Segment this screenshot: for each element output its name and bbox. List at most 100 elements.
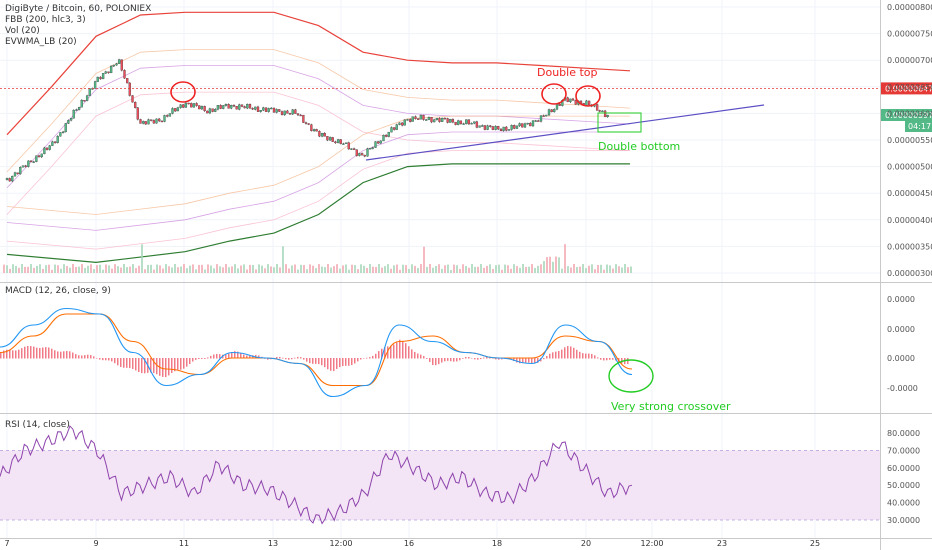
candle-body	[72, 109, 75, 119]
candle-body	[406, 119, 409, 121]
volume-bar	[27, 266, 29, 273]
volume-bar	[93, 269, 95, 273]
volume-bar	[123, 264, 125, 273]
candle-body	[251, 108, 254, 110]
level-price-text: 0.00000647	[885, 84, 932, 93]
macd-histogram-bar	[465, 356, 467, 359]
candle-body	[379, 140, 382, 144]
macd-histogram-bar	[156, 358, 158, 375]
macd-histogram-bar	[447, 358, 449, 361]
candle-body	[171, 108, 174, 114]
volume-bar	[576, 267, 578, 273]
x-tick-label: 23	[717, 539, 727, 548]
candle-body	[53, 141, 57, 143]
volume-bar	[414, 265, 416, 273]
macd-histogram-bar	[363, 357, 365, 359]
candle-body	[371, 147, 374, 149]
candle-body	[246, 104, 249, 109]
volume-bar	[78, 266, 80, 273]
macd-histogram-bar	[528, 358, 530, 363]
macd-histogram-bar	[588, 353, 590, 359]
volume-bar	[453, 264, 455, 273]
candle-body	[214, 109, 217, 112]
macd-histogram-bar	[201, 358, 203, 359]
macd-histogram-bar	[450, 358, 452, 362]
candle-body	[190, 103, 193, 108]
volume-bar	[486, 265, 488, 273]
macd-histogram-bar	[132, 358, 134, 369]
macd-histogram-bar	[372, 355, 374, 359]
macd-histogram-bar	[549, 353, 551, 359]
volume-bar	[447, 264, 449, 273]
macd-histogram-bar	[426, 358, 428, 359]
macd-histogram-bar	[57, 351, 59, 359]
macd-histogram-bar	[60, 351, 62, 359]
macd-histogram-bar	[360, 358, 362, 360]
x-tick-label: 13	[268, 539, 278, 548]
volume-bar	[525, 266, 527, 273]
macd-histogram-bar	[24, 346, 26, 359]
volume-bar	[246, 269, 248, 273]
candle-body	[43, 147, 46, 155]
volume-bar	[327, 264, 329, 273]
candle-body	[342, 143, 345, 145]
volume-bar	[534, 267, 536, 273]
volume-bar	[267, 264, 269, 273]
macd-histogram-bar	[135, 358, 137, 371]
volume-bar	[561, 268, 563, 273]
price-tick-label: 0.00000700	[887, 56, 932, 65]
double-bottom-label: Double bottom	[598, 140, 680, 153]
macd-histogram-bar	[177, 358, 179, 371]
volume-bar	[510, 268, 512, 273]
macd-histogram-bar	[69, 351, 71, 359]
candle-body	[569, 98, 572, 103]
volume-bar	[558, 257, 560, 273]
volume-bar	[282, 246, 284, 273]
candle-body	[147, 119, 150, 125]
volume-bar	[270, 266, 272, 273]
volume-bar	[57, 265, 59, 273]
volume-bar	[252, 264, 254, 273]
volume-bar	[492, 268, 494, 273]
candle-body	[45, 147, 49, 150]
macd-histogram-bar	[345, 358, 347, 366]
candle-body	[35, 155, 38, 162]
candle-body	[534, 120, 537, 122]
volume-bar	[162, 268, 164, 273]
macd-histogram-bar	[93, 356, 95, 359]
volume-bar	[201, 264, 203, 273]
candle-body	[571, 98, 575, 101]
volume-bar	[126, 267, 128, 273]
inner-band-line	[6, 150, 630, 250]
volume-bar	[174, 264, 176, 273]
volume-bar	[420, 264, 422, 273]
macd-histogram-bar	[246, 355, 248, 359]
macd-histogram-bar	[180, 358, 182, 370]
macd-histogram-bar	[138, 358, 140, 373]
candle-body	[601, 110, 604, 113]
macd-histogram-bar	[411, 349, 413, 359]
candle-body	[521, 123, 524, 128]
candle-body	[179, 104, 182, 108]
candle-body	[155, 118, 158, 124]
volume-bar	[522, 264, 524, 273]
volume-bar	[438, 264, 440, 273]
candlestick-series	[5, 58, 609, 183]
candle-body	[374, 141, 377, 148]
macd-histogram-bar	[240, 352, 242, 359]
volume-bar	[339, 268, 341, 273]
candle-body	[539, 115, 543, 122]
volume-bar	[108, 265, 110, 273]
candle-body	[67, 120, 70, 124]
macd-histogram-bar	[228, 353, 230, 359]
macd-histogram-bar	[420, 354, 422, 359]
macd-histogram-bar	[510, 358, 512, 360]
macd-histogram-bar	[474, 358, 476, 360]
macd-histogram-bar	[129, 358, 131, 369]
volume-bar	[153, 269, 155, 273]
macd-histogram-bar	[396, 342, 398, 359]
candle-body	[11, 175, 14, 182]
candle-body	[80, 100, 83, 108]
volume-bar	[543, 261, 545, 273]
volume-bar	[183, 264, 185, 273]
